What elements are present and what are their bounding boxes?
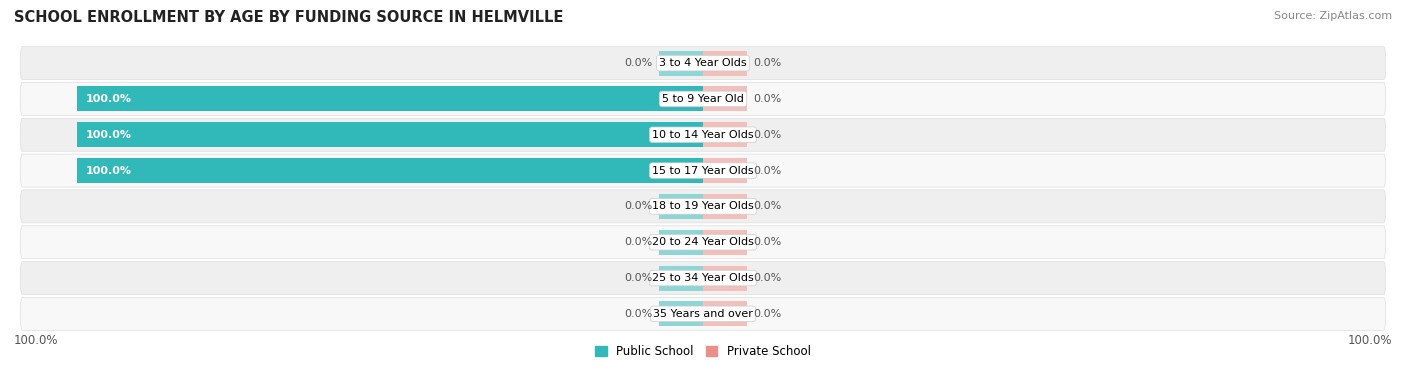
Text: 5 to 9 Year Old: 5 to 9 Year Old: [662, 94, 744, 104]
Bar: [77, 122, 703, 147]
Text: 100.0%: 100.0%: [86, 130, 132, 140]
Bar: [659, 265, 703, 291]
Bar: [659, 230, 703, 255]
Legend: Public School, Private School: Public School, Private School: [591, 341, 815, 363]
Bar: [703, 158, 747, 183]
FancyBboxPatch shape: [20, 47, 1386, 80]
Bar: [659, 51, 703, 76]
FancyBboxPatch shape: [20, 154, 1386, 187]
FancyBboxPatch shape: [20, 83, 1386, 115]
Bar: [77, 158, 703, 183]
Text: 0.0%: 0.0%: [754, 273, 782, 283]
Text: 0.0%: 0.0%: [624, 309, 652, 319]
Bar: [659, 194, 703, 219]
Text: 3 to 4 Year Olds: 3 to 4 Year Olds: [659, 58, 747, 68]
Bar: [703, 230, 747, 255]
Text: 0.0%: 0.0%: [754, 94, 782, 104]
FancyBboxPatch shape: [20, 118, 1386, 151]
Text: 0.0%: 0.0%: [754, 237, 782, 247]
Text: 0.0%: 0.0%: [754, 58, 782, 68]
Bar: [703, 265, 747, 291]
Text: 25 to 34 Year Olds: 25 to 34 Year Olds: [652, 273, 754, 283]
Text: 0.0%: 0.0%: [624, 58, 652, 68]
FancyBboxPatch shape: [20, 262, 1386, 294]
Text: 100.0%: 100.0%: [86, 94, 132, 104]
FancyBboxPatch shape: [20, 226, 1386, 259]
Bar: [703, 51, 747, 76]
Text: 18 to 19 Year Olds: 18 to 19 Year Olds: [652, 201, 754, 211]
Text: 100.0%: 100.0%: [14, 334, 59, 346]
Text: 0.0%: 0.0%: [754, 130, 782, 140]
Bar: [659, 301, 703, 326]
Text: 20 to 24 Year Olds: 20 to 24 Year Olds: [652, 237, 754, 247]
Text: 0.0%: 0.0%: [754, 309, 782, 319]
Bar: [703, 86, 747, 112]
Text: 15 to 17 Year Olds: 15 to 17 Year Olds: [652, 166, 754, 176]
Text: Source: ZipAtlas.com: Source: ZipAtlas.com: [1274, 11, 1392, 21]
Text: SCHOOL ENROLLMENT BY AGE BY FUNDING SOURCE IN HELMVILLE: SCHOOL ENROLLMENT BY AGE BY FUNDING SOUR…: [14, 10, 564, 25]
Text: 0.0%: 0.0%: [754, 166, 782, 176]
Text: 100.0%: 100.0%: [1347, 334, 1392, 346]
Text: 100.0%: 100.0%: [86, 166, 132, 176]
Text: 0.0%: 0.0%: [624, 273, 652, 283]
FancyBboxPatch shape: [20, 190, 1386, 223]
Text: 0.0%: 0.0%: [624, 237, 652, 247]
FancyBboxPatch shape: [20, 297, 1386, 330]
Text: 35 Years and over: 35 Years and over: [652, 309, 754, 319]
Text: 0.0%: 0.0%: [624, 201, 652, 211]
Bar: [77, 86, 703, 112]
Bar: [703, 301, 747, 326]
Bar: [703, 194, 747, 219]
Text: 0.0%: 0.0%: [754, 201, 782, 211]
Bar: [703, 122, 747, 147]
Text: 10 to 14 Year Olds: 10 to 14 Year Olds: [652, 130, 754, 140]
